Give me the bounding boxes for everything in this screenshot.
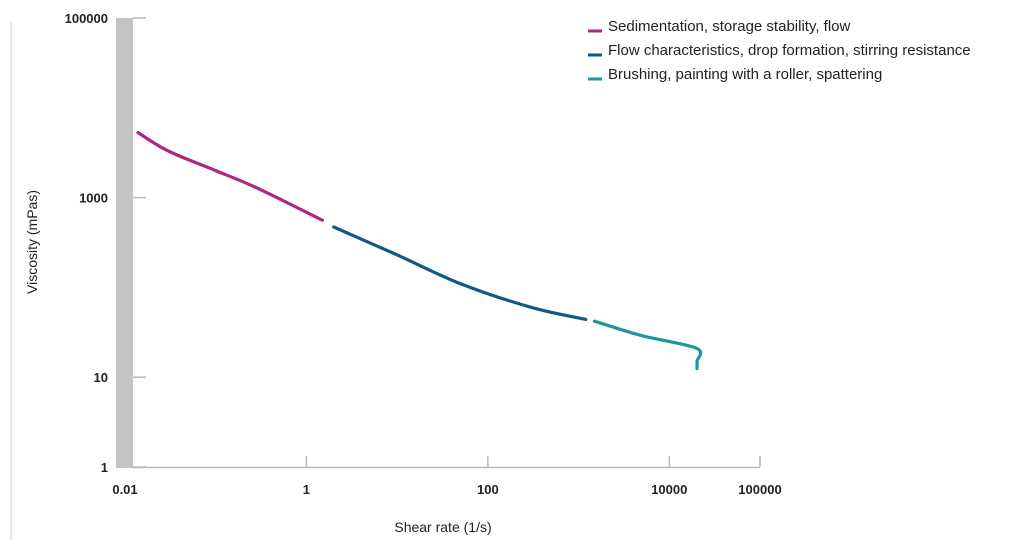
y-tick-label: 1 bbox=[101, 460, 108, 475]
x-tick-label: 100 bbox=[477, 482, 499, 497]
y-tick-label: 1000 bbox=[79, 191, 108, 206]
x-axis-title: Shear rate (1/s) bbox=[394, 519, 491, 535]
legend-label-2: Flow characteristics, drop formation, st… bbox=[608, 42, 971, 59]
y-axis-bar bbox=[116, 18, 133, 468]
legend: Sedimentation, storage stability, flow Fl… bbox=[588, 18, 971, 83]
y-tick-label: 10 bbox=[94, 370, 108, 385]
series-line-2 bbox=[332, 225, 588, 321]
legend-label-1: Sedimentation, storage stability, flow bbox=[608, 18, 851, 35]
y-tick-label: 100000 bbox=[65, 11, 108, 26]
legend-label-3: Brushing, painting with a roller, spatte… bbox=[608, 66, 882, 83]
series-line-3 bbox=[592, 319, 703, 371]
series-line-1 bbox=[136, 131, 324, 222]
x-tick-label: 100000 bbox=[738, 482, 781, 497]
x-tick-label: 10000 bbox=[651, 482, 687, 497]
ticks-layer: 0.01 1 100 10000 100000 1 10 1000 100000 bbox=[65, 11, 782, 497]
series-layer bbox=[136, 131, 703, 371]
x-tick-label: 0.01 bbox=[112, 482, 137, 497]
x-tick-label: 1 bbox=[303, 482, 310, 497]
y-axis-title: Viscosity (mPas) bbox=[24, 190, 40, 294]
